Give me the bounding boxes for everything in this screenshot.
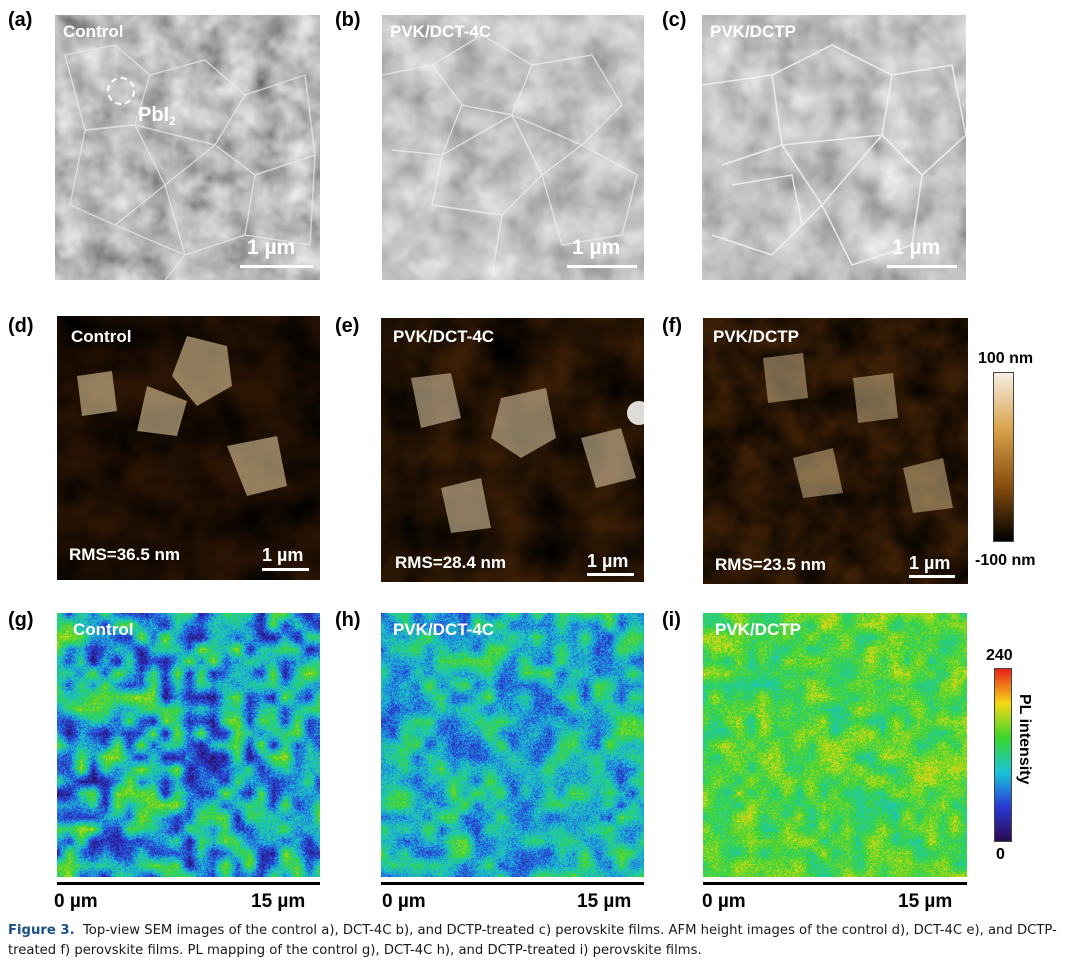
panel-letter-e: (e) <box>335 315 360 337</box>
pl-map-pixels <box>381 613 644 877</box>
panel-letter-a: (a) <box>8 9 33 31</box>
scale-bar <box>567 265 637 268</box>
scale-label: 1 µm <box>247 236 296 259</box>
afm-colorbar-min-label: -100 nm <box>975 552 1036 569</box>
afm-image-control: Control RMS=36.5 nm 1 µm <box>57 316 320 580</box>
pbi2-marker-circle <box>107 77 135 105</box>
caption-text: Top-view SEM images of the control a), D… <box>8 923 1057 958</box>
panel-letter-c: (c) <box>662 9 687 31</box>
panel-label: Control <box>71 327 132 346</box>
panel-letter-f: (f) <box>662 315 682 337</box>
panel-label: PVK/DCTP <box>715 620 801 639</box>
pl-colorbar-min-label: 0 <box>996 846 1005 863</box>
pl-axis-line-h <box>381 882 644 885</box>
rms-value: RMS=23.5 nm <box>715 555 827 574</box>
pl-axis-start-h: 0 µm <box>382 891 426 912</box>
sem-image-control: Control PbI2 1 µm <box>55 15 320 280</box>
pl-axis-start-g: 0 µm <box>54 891 98 912</box>
pl-colorbar-title: PL intensity <box>1016 694 1033 785</box>
panel-letter-h: (h) <box>335 609 361 631</box>
pl-axis-end-i: 15 µm <box>898 891 953 912</box>
panel-letter-b: (b) <box>335 9 361 31</box>
pl-axis-start-i: 0 µm <box>702 891 746 912</box>
pl-axis-line-i <box>703 882 967 885</box>
panel-letter-i: (i) <box>662 609 681 631</box>
afm-texture <box>703 318 968 584</box>
figure-number: Figure 3. <box>8 923 75 938</box>
figure-caption: Figure 3. Top-view SEM images of the con… <box>8 921 1060 961</box>
panel-label: Control <box>63 22 124 41</box>
panel-label: PVK/DCTP <box>710 22 796 41</box>
panel-letter-d: (d) <box>8 315 34 337</box>
scale-bar <box>887 265 957 268</box>
scale-label: 1 µm <box>909 553 951 573</box>
sem-texture <box>55 15 320 280</box>
pl-axis-line-g <box>57 882 320 885</box>
pl-intensity-colorbar <box>994 668 1012 842</box>
scale-bar <box>587 573 634 576</box>
panel-label: PVK/DCT-4C <box>393 620 495 639</box>
pbi2-annotation: PbI2 <box>138 104 176 128</box>
rms-value: RMS=28.4 nm <box>395 553 507 572</box>
scale-bar <box>909 575 955 578</box>
afm-height-colorbar <box>993 372 1014 542</box>
pl-map-control: Control <box>57 613 320 877</box>
pl-colorbar-max-label: 240 <box>986 647 1013 664</box>
panel-letter-g: (g) <box>8 609 34 631</box>
scale-label: 1 µm <box>892 236 941 259</box>
scale-bar <box>262 568 309 571</box>
pl-axis-end-g: 15 µm <box>251 891 306 912</box>
afm-texture <box>381 318 644 582</box>
afm-colorbar-max-label: 100 nm <box>978 350 1034 367</box>
afm-image-dct4c: PVK/DCT-4C RMS=28.4 nm 1 µm <box>381 318 644 582</box>
scale-label: 1 µm <box>572 236 621 259</box>
pl-map-dct4c: PVK/DCT-4C <box>381 613 644 877</box>
pl-map-pixels <box>57 613 320 877</box>
sem-image-dct4c: PVK/DCT-4C 1 µm <box>382 15 644 280</box>
panel-label: PVK/DCT-4C <box>393 327 495 346</box>
pl-map-pixels <box>703 613 967 877</box>
panel-label: PVK/DCT-4C <box>390 22 492 41</box>
afm-texture <box>57 316 320 580</box>
pl-axis-end-h: 15 µm <box>577 891 632 912</box>
rms-value: RMS=36.5 nm <box>69 545 181 564</box>
sem-image-dctp: PVK/DCTP 1 µm <box>702 15 966 280</box>
afm-image-dctp: PVK/DCTP RMS=23.5 nm 1 µm <box>703 318 968 584</box>
scale-label: 1 µm <box>587 551 629 571</box>
sem-texture <box>702 15 966 280</box>
scale-label: 1 µm <box>262 545 304 565</box>
sem-texture <box>382 15 644 280</box>
panel-label: Control <box>73 620 134 639</box>
panel-label: PVK/DCTP <box>713 327 799 346</box>
pl-map-dctp: PVK/DCTP <box>703 613 967 877</box>
scale-bar <box>240 265 313 268</box>
